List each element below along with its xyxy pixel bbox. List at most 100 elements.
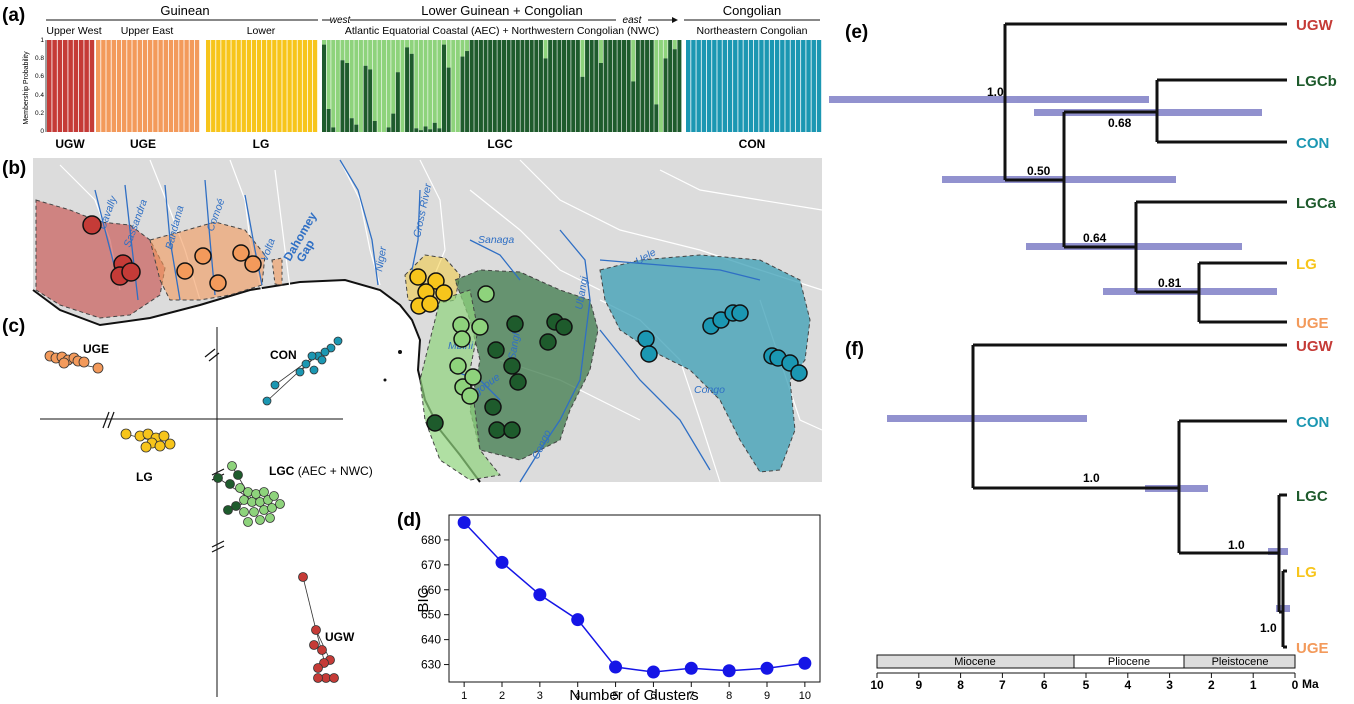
svg-text:Ubangi: Ubangi [573, 275, 591, 311]
panel-label-b: (b) [2, 158, 26, 179]
structure-bar [226, 40, 231, 132]
structure-bar-light [631, 40, 636, 82]
structure-bar-light [363, 40, 368, 66]
structure-bar [194, 40, 200, 132]
structure-bar-dark [552, 40, 557, 132]
pca-label-con: CON [270, 348, 297, 362]
svg-text:0.50: 0.50 [1027, 164, 1051, 178]
structure-bar [68, 40, 73, 132]
region-uge-east [271, 257, 283, 286]
structure-bar-dark [631, 81, 636, 132]
structure-bar [211, 40, 216, 132]
structure-bar-dark [612, 40, 617, 132]
svg-text:0.81: 0.81 [1158, 276, 1182, 290]
structure-bar [302, 40, 308, 132]
structure-bar [96, 40, 101, 132]
cluster-label-con: CON [739, 137, 766, 151]
structure-bar [722, 40, 728, 132]
structure-bar [806, 40, 811, 132]
tree-f-supports: 1.0 1.0 1.0 [1083, 471, 1277, 635]
svg-text:UGE: UGE [1296, 315, 1329, 332]
structure-bar [206, 40, 211, 132]
structure-bar-dark [640, 40, 645, 132]
structure-bar [277, 40, 282, 132]
tree-f: UGW CON LGC LG UGE 1.0 1.0 1.0 [887, 338, 1334, 657]
structure-bar [231, 40, 236, 132]
bic-ylabel: BIC [415, 587, 432, 612]
structure-bar-dark [418, 130, 423, 132]
svg-text:1.0: 1.0 [1260, 621, 1277, 635]
structure-bar-dark [635, 40, 640, 132]
structure-bar-dark [654, 104, 659, 132]
structure-bar-dark [594, 40, 599, 132]
bic-point [457, 515, 471, 529]
structure-bar-dark [368, 69, 373, 132]
structure-bar [89, 40, 95, 132]
structure-bar [267, 40, 272, 132]
bic-point [760, 661, 774, 675]
structure-bar [754, 40, 759, 132]
bic-point [495, 555, 509, 569]
structure-bar [246, 40, 252, 132]
bic-line [463, 521, 805, 673]
structure-bar-dark [534, 40, 539, 132]
structure-bar [292, 40, 297, 132]
map-points-ugw [82, 215, 141, 286]
structure-bar-light [428, 40, 433, 130]
structure-bar-dark [483, 40, 488, 132]
structure-bar [137, 40, 142, 132]
svg-text:Congo: Congo [694, 384, 725, 396]
structure-bar-light [543, 40, 548, 59]
timescale-tick-label: 3 [1166, 678, 1173, 692]
structure-bar [696, 40, 701, 132]
pca-label-ugw: UGW [325, 630, 355, 644]
tree-f-hpd-bars [887, 415, 1290, 612]
structure-bar-dark [363, 65, 368, 132]
sub-label-upper-west: Upper West [46, 25, 101, 37]
structure-bar [287, 40, 292, 132]
panel-label-f: (f) [845, 339, 864, 360]
structure-bar-light [386, 40, 391, 128]
structure-bar-dark [511, 40, 516, 132]
bars-con [686, 40, 822, 132]
svg-text:1: 1 [40, 37, 44, 44]
map-points-lg [409, 268, 453, 315]
structure-bar [282, 40, 287, 132]
structure-bar [262, 40, 267, 132]
bic-xtick-label: 1 [461, 690, 467, 702]
structure-bar-dark [465, 51, 470, 132]
svg-text:LGC: LGC [1296, 488, 1328, 505]
structure-bar [142, 40, 148, 132]
structure-bar [774, 40, 780, 132]
structure-bar [795, 40, 801, 132]
structure-bar-dark [446, 67, 451, 132]
structure-bar-dark [589, 40, 594, 132]
pca-label-lg: LG [136, 470, 153, 484]
structure-bar [717, 40, 722, 132]
structure-bar-dark [474, 40, 479, 132]
structure-bar-dark [580, 76, 585, 132]
svg-text:UGW: UGW [1296, 338, 1334, 355]
structure-bar-light [335, 40, 340, 132]
pca-plot: UGE CON LG LGC (AEC + NWC) UGW [40, 327, 373, 697]
structure-bar-light [455, 40, 460, 132]
structure-bar-dark [326, 109, 331, 132]
structure-bar [256, 40, 262, 132]
svg-text:0: 0 [40, 128, 44, 135]
structure-bar-dark [677, 40, 682, 132]
structure-bar [174, 40, 179, 132]
bic-ytick-label: 650 [421, 608, 441, 622]
structure-bar-light [382, 40, 387, 132]
bic-ytick-label: 660 [421, 583, 441, 597]
structure-bar [84, 40, 89, 132]
tree-e-branches [1003, 22, 1287, 324]
structure-bar-light [372, 40, 377, 121]
map-points-lgc-light [449, 285, 495, 405]
structure-bar-dark [428, 129, 433, 132]
timescale-tick-label: 9 [915, 678, 922, 692]
structure-bar-dark [622, 40, 627, 132]
structure-bar-light [423, 40, 428, 127]
svg-text:LGCb: LGCb [1296, 73, 1337, 90]
structure-bar-dark [571, 40, 576, 132]
